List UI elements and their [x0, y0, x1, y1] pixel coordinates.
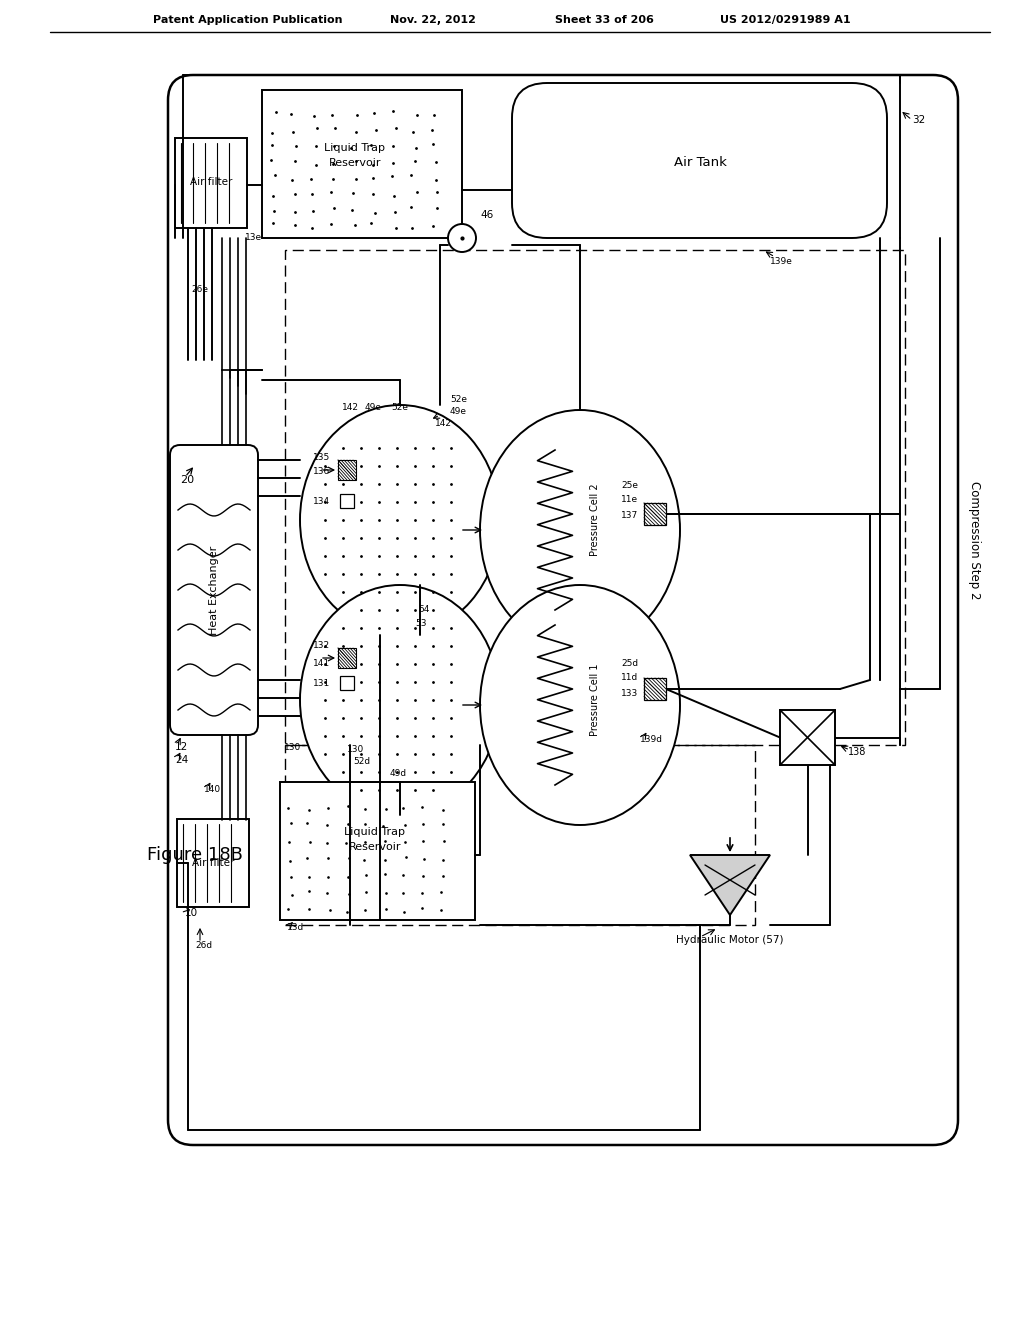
Text: Patent Application Publication: Patent Application Publication: [153, 15, 342, 25]
Text: Compression Step 2: Compression Step 2: [969, 480, 981, 599]
Text: 13d: 13d: [287, 923, 304, 932]
Text: 49e: 49e: [450, 408, 467, 417]
Ellipse shape: [480, 411, 680, 649]
Text: Air filter: Air filter: [191, 858, 234, 869]
Text: 137: 137: [621, 511, 638, 520]
Text: Air filter: Air filter: [189, 177, 232, 187]
Text: 25d: 25d: [621, 659, 638, 668]
Text: US 2012/0291989 A1: US 2012/0291989 A1: [720, 15, 851, 25]
Ellipse shape: [300, 405, 500, 635]
Bar: [285, 744, 755, 925]
Text: 53: 53: [415, 619, 427, 627]
FancyBboxPatch shape: [170, 445, 258, 735]
Bar: [644, 678, 666, 700]
Text: 49e: 49e: [365, 404, 382, 412]
FancyBboxPatch shape: [168, 75, 958, 1144]
Bar: [780, 710, 835, 766]
Polygon shape: [690, 855, 770, 915]
Text: 49d: 49d: [390, 770, 408, 779]
Text: 133: 133: [621, 689, 638, 697]
Text: 130: 130: [347, 746, 365, 755]
Text: 10: 10: [185, 908, 198, 917]
Text: 130: 130: [284, 743, 301, 752]
Text: 32: 32: [912, 115, 926, 125]
Bar: [340, 676, 354, 690]
Text: Nov. 22, 2012: Nov. 22, 2012: [390, 15, 476, 25]
Text: 52d: 52d: [353, 758, 370, 767]
Text: 54: 54: [418, 606, 429, 615]
Bar: [175, 139, 247, 228]
Text: 131: 131: [312, 678, 330, 688]
Bar: [177, 818, 249, 907]
Text: 11e: 11e: [621, 495, 638, 504]
Text: 142: 142: [435, 420, 452, 429]
Text: 141: 141: [313, 659, 330, 668]
Ellipse shape: [300, 585, 500, 814]
Text: Heat Exchanger: Heat Exchanger: [209, 545, 219, 635]
Text: Liquid Trap: Liquid Trap: [325, 143, 385, 153]
Bar: [285, 249, 905, 744]
Text: 140: 140: [204, 785, 221, 795]
Text: 132: 132: [313, 640, 330, 649]
Text: Sheet 33 of 206: Sheet 33 of 206: [555, 15, 654, 25]
Text: Air Tank: Air Tank: [674, 156, 726, 169]
Text: 26d: 26d: [195, 940, 212, 949]
Text: Pressure Cell 1: Pressure Cell 1: [590, 664, 600, 737]
Text: 20: 20: [180, 475, 195, 484]
Text: 138: 138: [848, 747, 866, 756]
FancyBboxPatch shape: [512, 83, 887, 238]
Bar: [338, 648, 356, 668]
Bar: [340, 494, 354, 508]
Bar: [280, 781, 475, 920]
Text: 26e: 26e: [191, 285, 209, 294]
Bar: [338, 459, 356, 480]
Text: 11d: 11d: [621, 673, 638, 682]
Text: Hydraulic Motor (57): Hydraulic Motor (57): [676, 935, 783, 945]
Text: Reservoir: Reservoir: [349, 842, 401, 851]
Bar: [644, 503, 666, 525]
Ellipse shape: [480, 585, 680, 825]
Text: 135: 135: [312, 453, 330, 462]
Text: Figure 18B: Figure 18B: [147, 846, 243, 865]
Text: 136: 136: [312, 467, 330, 477]
Text: 52e: 52e: [450, 396, 467, 404]
Text: 139d: 139d: [640, 735, 663, 744]
Text: 12: 12: [175, 742, 188, 752]
Text: 24: 24: [175, 755, 188, 766]
Text: 142: 142: [341, 404, 358, 412]
Text: Liquid Trap: Liquid Trap: [344, 828, 406, 837]
Text: Reservoir: Reservoir: [329, 158, 381, 168]
Text: 134: 134: [313, 496, 330, 506]
Text: 13e: 13e: [245, 234, 262, 243]
Text: 25e: 25e: [621, 480, 638, 490]
Text: 52e: 52e: [391, 404, 409, 412]
Text: 139e: 139e: [770, 257, 793, 267]
Circle shape: [449, 224, 476, 252]
Text: Pressure Cell 2: Pressure Cell 2: [590, 483, 600, 556]
Text: 46: 46: [480, 210, 494, 220]
Bar: [262, 90, 462, 238]
